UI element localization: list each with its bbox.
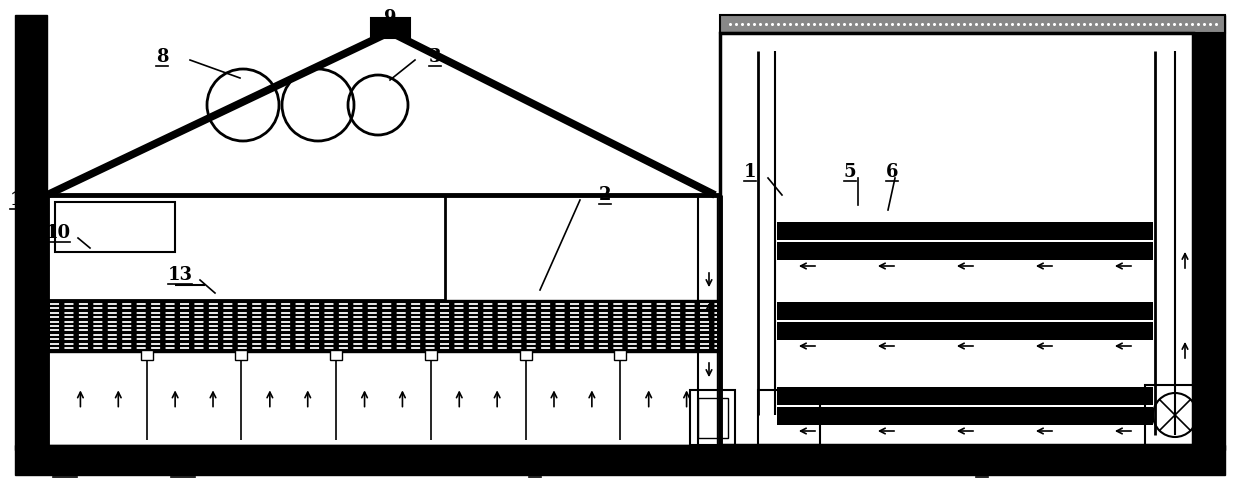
Text: 9: 9 (383, 9, 397, 27)
Text: 11: 11 (10, 191, 35, 209)
Text: 8: 8 (156, 48, 169, 66)
Bar (330, 350, 342, 360)
Text: 10: 10 (46, 224, 71, 242)
Bar (371, 18, 410, 38)
Text: 4: 4 (528, 459, 541, 477)
Bar (47, 195, 717, 445)
Bar (15, 445, 1225, 475)
Bar (720, 15, 1225, 33)
Bar (758, 390, 820, 445)
Bar (777, 242, 1153, 260)
Text: 3: 3 (429, 48, 441, 66)
Text: 1: 1 (744, 163, 756, 181)
Bar (777, 302, 1153, 320)
Bar (47, 300, 720, 352)
Bar (698, 398, 728, 438)
Bar (777, 222, 1153, 240)
Bar (777, 322, 1153, 340)
Bar (1145, 385, 1205, 445)
Text: 5: 5 (843, 163, 857, 181)
Bar (720, 33, 1193, 445)
Bar (520, 350, 532, 360)
Bar (140, 350, 153, 360)
Text: 12: 12 (52, 459, 77, 477)
Bar (614, 350, 626, 360)
Text: 2: 2 (599, 186, 611, 204)
Bar (15, 15, 47, 450)
Bar (777, 407, 1153, 425)
Bar (425, 350, 436, 360)
Bar (689, 390, 735, 445)
Bar (55, 202, 175, 252)
Bar (777, 387, 1153, 405)
Bar (373, 20, 408, 36)
Bar (1193, 15, 1225, 450)
Text: 6: 6 (885, 163, 898, 181)
Text: 7: 7 (976, 459, 988, 477)
Text: 13: 13 (167, 266, 192, 284)
Text: 14: 14 (171, 459, 196, 477)
Bar (236, 350, 248, 360)
